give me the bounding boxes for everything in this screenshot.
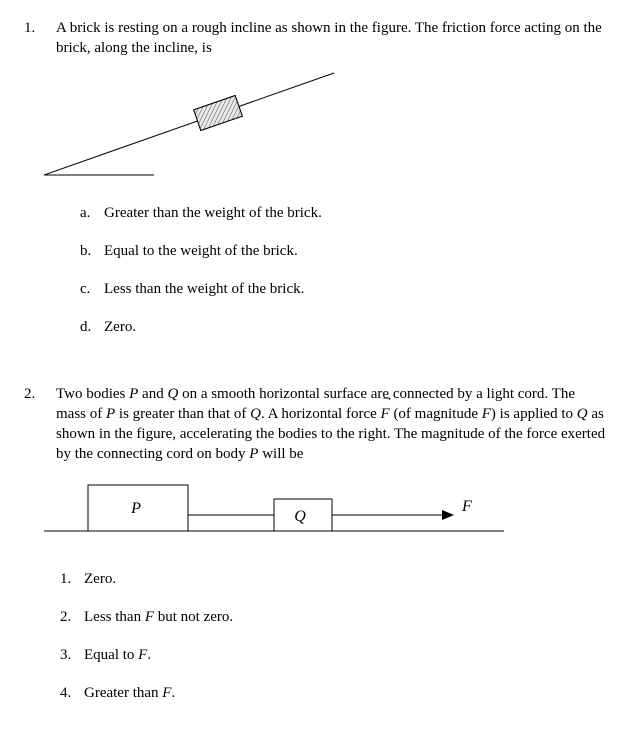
- var-F: F: [145, 609, 154, 625]
- q1-option-d: d. Zero.: [80, 317, 607, 337]
- text: ) is applied to: [491, 406, 577, 422]
- option-text: Equal to F.: [84, 645, 151, 665]
- var-F: F: [482, 406, 491, 422]
- option-label: 3.: [60, 645, 84, 665]
- var-P: P: [106, 406, 115, 422]
- option-label: d.: [80, 317, 104, 337]
- q2-option-1: 1. Zero.: [60, 569, 607, 589]
- question-body: A brick is resting on a rough incline as…: [56, 18, 607, 356]
- var-F: F: [138, 647, 147, 663]
- text: Two bodies: [56, 386, 129, 402]
- q2-option-4: 4. Greater than F.: [60, 683, 607, 703]
- q2-options: 1. Zero. 2. Less than F but not zero. 3.…: [60, 569, 607, 704]
- var-Q: Q: [577, 406, 588, 422]
- q1-option-a: a. Greater than the weight of the brick.: [80, 203, 607, 223]
- svg-text:Q: Q: [294, 508, 306, 525]
- option-text: Equal to the weight of the brick.: [104, 241, 298, 261]
- var-Q: Q: [250, 406, 261, 422]
- question-text: Two bodies P and Q on a smooth horizonta…: [56, 384, 607, 465]
- var-F: F: [381, 406, 390, 422]
- question-body: Two bodies P and Q on a smooth horizonta…: [56, 384, 607, 722]
- text: is greater than that of: [115, 406, 250, 422]
- question-2: 2. Two bodies P and Q on a smooth horizo…: [24, 384, 607, 722]
- q2-figure: PQF: [44, 471, 607, 551]
- svg-text:F: F: [461, 498, 472, 515]
- question-number: 1.: [24, 18, 56, 38]
- q2-option-3: 3. Equal to F.: [60, 645, 607, 665]
- option-label: 1.: [60, 569, 84, 589]
- text: Equal to: [84, 647, 138, 663]
- svg-text:P: P: [130, 500, 141, 517]
- vector-F: →F: [381, 404, 390, 424]
- text: .: [171, 685, 175, 701]
- q1-option-b: b. Equal to the weight of the brick.: [80, 241, 607, 261]
- option-label: 4.: [60, 683, 84, 703]
- var-Q: Q: [167, 386, 178, 402]
- option-text: Zero.: [104, 317, 136, 337]
- text: Greater than: [84, 685, 162, 701]
- option-label: c.: [80, 279, 104, 299]
- text: Less than: [84, 609, 145, 625]
- question-1: 1. A brick is resting on a rough incline…: [24, 18, 607, 356]
- q1-options: a. Greater than the weight of the brick.…: [80, 203, 607, 338]
- q2-option-2: 2. Less than F but not zero.: [60, 607, 607, 627]
- var-P: P: [129, 386, 138, 402]
- option-label: a.: [80, 203, 104, 223]
- q1-option-c: c. Less than the weight of the brick.: [80, 279, 607, 299]
- text: but not zero.: [154, 609, 233, 625]
- option-label: 2.: [60, 607, 84, 627]
- var-F: F: [162, 685, 171, 701]
- text: (of magnitude: [390, 406, 482, 422]
- question-number: 2.: [24, 384, 56, 404]
- text: and: [138, 386, 167, 402]
- option-text: Greater than the weight of the brick.: [104, 203, 322, 223]
- question-text: A brick is resting on a rough incline as…: [56, 18, 607, 59]
- option-text: Zero.: [84, 569, 116, 589]
- text: will be: [258, 446, 303, 462]
- option-text: Greater than F.: [84, 683, 175, 703]
- text: . A horizontal force: [261, 406, 381, 422]
- option-text: Less than F but not zero.: [84, 607, 233, 627]
- text: .: [147, 647, 151, 663]
- q1-figure: [44, 65, 607, 185]
- option-label: b.: [80, 241, 104, 261]
- option-text: Less than the weight of the brick.: [104, 279, 304, 299]
